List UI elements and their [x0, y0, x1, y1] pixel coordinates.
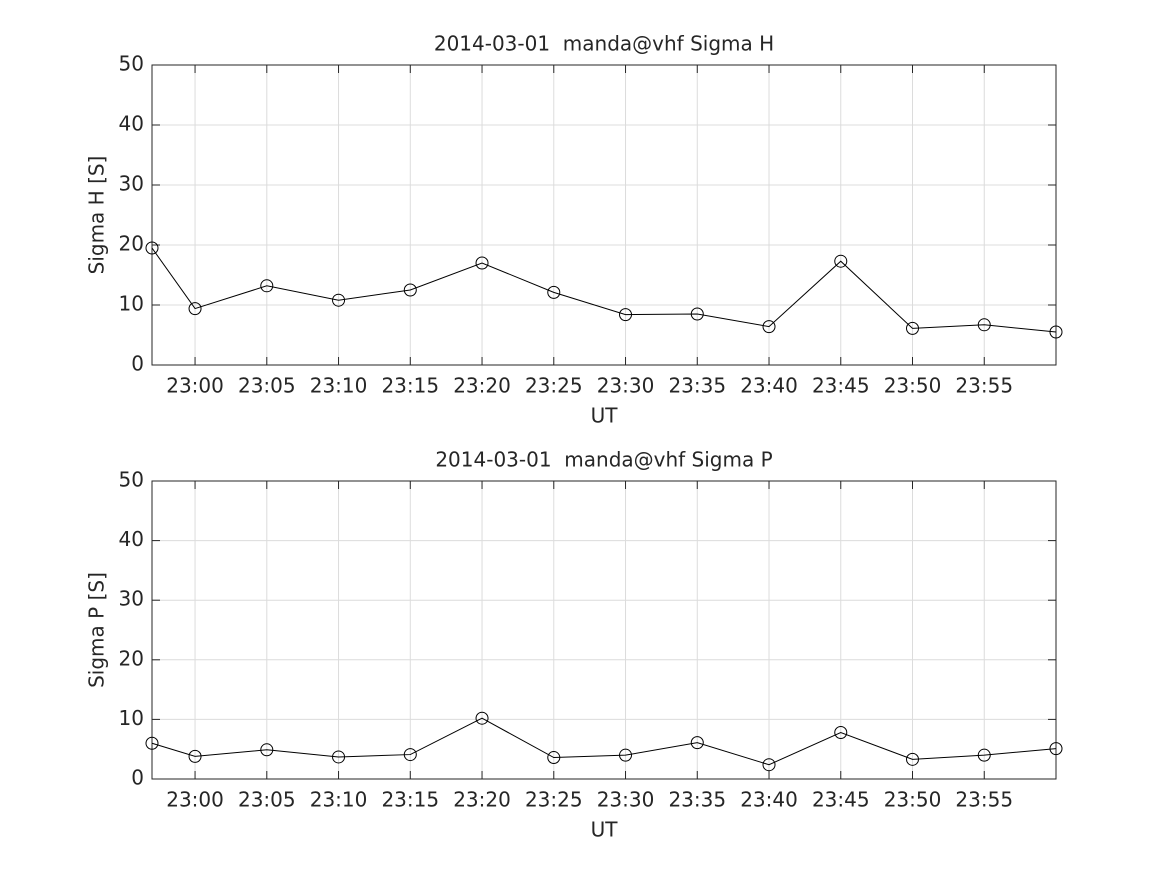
chart-title: 2014-03-01 manda@vhf Sigma H: [434, 32, 774, 56]
y-tick-label: 50: [119, 52, 144, 76]
x-tick-label: 23:10: [310, 374, 368, 398]
x-tick-label: 23:05: [238, 374, 296, 398]
x-axis-label: UT: [591, 404, 619, 428]
x-tick-label: 23:50: [884, 374, 942, 398]
data-marker: [834, 254, 848, 268]
data-line: [151, 247, 1057, 333]
x-tick-label: 23:10: [310, 788, 368, 812]
x-tick-label: 23:40: [740, 788, 798, 812]
data-marker: [188, 749, 202, 763]
data-marker: [332, 750, 346, 764]
y-tick-label: 30: [119, 172, 144, 196]
data-marker: [475, 711, 489, 725]
y-tick-label: 10: [119, 706, 144, 730]
data-marker: [1049, 325, 1063, 339]
data-marker: [619, 308, 633, 322]
data-marker: [762, 758, 776, 772]
data-marker: [475, 256, 489, 270]
y-axis-label: Sigma H [S]: [85, 156, 109, 275]
x-tick-label: 23:20: [453, 788, 511, 812]
data-marker: [547, 751, 561, 765]
y-tick-label: 0: [131, 766, 144, 790]
x-tick-label: 23:15: [381, 788, 439, 812]
data-marker: [834, 726, 848, 740]
y-tick-label: 40: [119, 527, 144, 551]
y-tick-label: 50: [119, 468, 144, 492]
data-marker: [690, 307, 704, 321]
data-marker: [547, 285, 561, 299]
y-tick-label: 20: [119, 232, 144, 256]
x-tick-label: 23:55: [955, 374, 1013, 398]
x-tick-label: 23:00: [166, 788, 224, 812]
plot-area: [152, 481, 1056, 779]
data-marker: [145, 736, 159, 750]
x-tick-label: 23:05: [238, 788, 296, 812]
data-marker: [145, 241, 159, 255]
y-tick-label: 30: [119, 587, 144, 611]
data-marker: [977, 318, 991, 332]
data-marker: [403, 748, 417, 762]
data-marker: [762, 320, 776, 334]
data-marker: [1049, 742, 1063, 756]
data-line: [151, 717, 1057, 766]
data-marker: [403, 283, 417, 297]
y-tick-label: 0: [131, 352, 144, 376]
x-tick-label: 23:35: [668, 374, 726, 398]
plot-frame: [151, 480, 1057, 780]
data-marker: [260, 279, 274, 293]
x-tick-label: 23:15: [381, 374, 439, 398]
plot-area: [152, 65, 1056, 365]
x-tick-label: 23:50: [884, 788, 942, 812]
x-tick-label: 23:20: [453, 374, 511, 398]
x-tick-label: 23:25: [525, 374, 583, 398]
y-tick-label: 20: [119, 646, 144, 670]
x-tick-label: 23:30: [597, 374, 655, 398]
x-tick-label: 23:45: [812, 374, 870, 398]
data-marker: [260, 743, 274, 757]
data-marker: [906, 752, 920, 766]
x-axis-label: UT: [591, 818, 619, 842]
x-tick-label: 23:00: [166, 374, 224, 398]
data-marker: [332, 293, 346, 307]
data-marker: [619, 748, 633, 762]
x-tick-label: 23:35: [668, 788, 726, 812]
data-marker: [906, 321, 920, 335]
data-marker: [690, 736, 704, 750]
data-marker: [977, 748, 991, 762]
x-tick-label: 23:45: [812, 788, 870, 812]
y-tick-label: 10: [119, 292, 144, 316]
x-tick-label: 23:55: [955, 788, 1013, 812]
x-tick-label: 23:25: [525, 788, 583, 812]
data-marker: [188, 302, 202, 316]
y-axis-label: Sigma P [S]: [85, 572, 109, 688]
x-tick-label: 23:40: [740, 374, 798, 398]
chart-title: 2014-03-01 manda@vhf Sigma P: [435, 448, 772, 472]
y-tick-label: 40: [119, 112, 144, 136]
x-tick-label: 23:30: [597, 788, 655, 812]
plot-frame: [151, 64, 1057, 366]
